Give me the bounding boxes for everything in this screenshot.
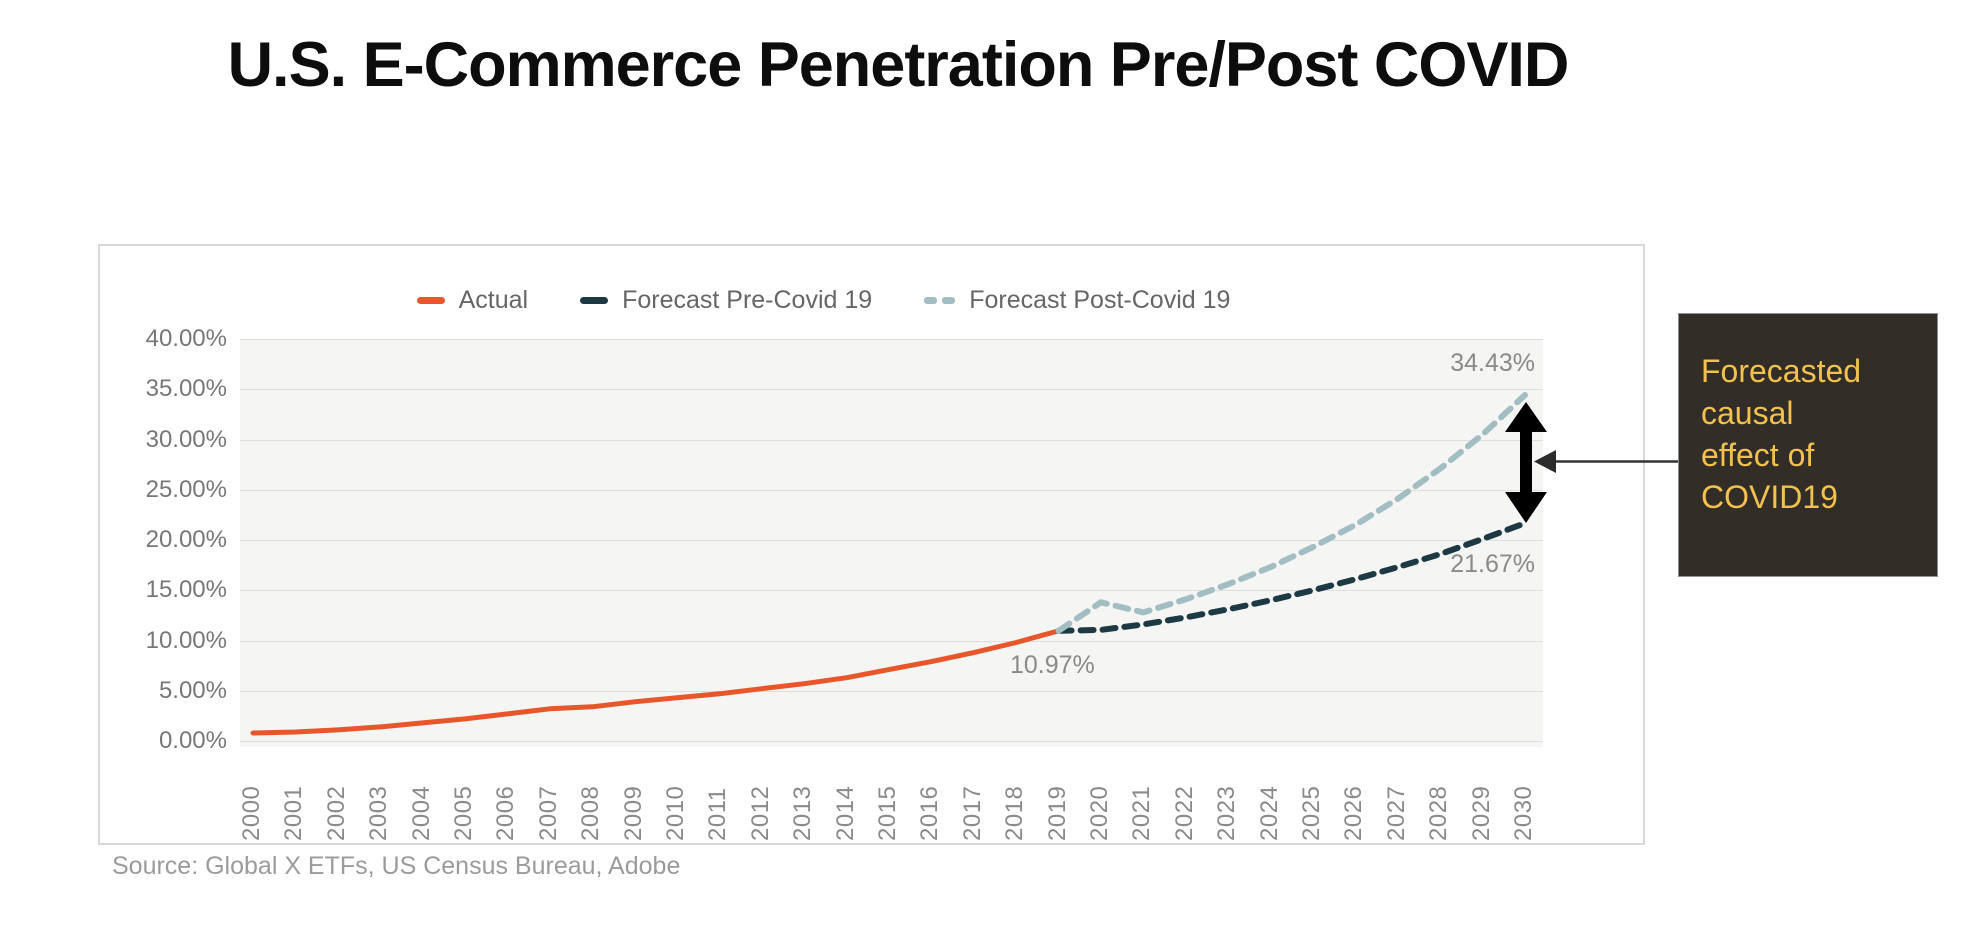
x-tick-label-2007: 2007 bbox=[534, 785, 562, 841]
line-series-layer bbox=[250, 392, 1528, 736]
legend-label: Actual bbox=[458, 285, 529, 314]
y-tick-label-20: 20.00% bbox=[145, 526, 227, 553]
legend-item-forecast-pre-covid-19: Forecast Pre-Covid 19 bbox=[580, 286, 872, 315]
x-tick-label-2023: 2023 bbox=[1213, 785, 1241, 841]
x-tick-label-2021: 2021 bbox=[1128, 785, 1156, 841]
x-tick-label-2009: 2009 bbox=[619, 785, 647, 841]
x-tick-label-2014: 2014 bbox=[831, 785, 859, 841]
callout-line-2: causal bbox=[1701, 395, 1794, 431]
gridline-40 bbox=[240, 339, 1543, 340]
x-tick-label-2006: 2006 bbox=[492, 785, 520, 841]
x-tick-label-2001: 2001 bbox=[280, 785, 308, 841]
series-line-actual bbox=[250, 628, 1062, 736]
y-tick-label-25: 25.00% bbox=[145, 475, 227, 503]
x-tick-label-2010: 2010 bbox=[662, 785, 689, 841]
legend-swatch-icon bbox=[580, 296, 609, 304]
legend-item-actual: Actual bbox=[416, 285, 529, 315]
series-line-forecast-pre-covid-19 bbox=[1055, 520, 1528, 634]
x-tick-label-2016: 2016 bbox=[916, 785, 944, 841]
callout-box: Forecasted causal effect of COVID19 bbox=[1678, 313, 1938, 577]
gridline-10 bbox=[240, 640, 1543, 642]
x-tick-label-2002: 2002 bbox=[322, 785, 350, 841]
callout-line-4: COVID19 bbox=[1701, 479, 1838, 515]
x-tick-label-2027: 2027 bbox=[1382, 785, 1410, 841]
x-tick-label-2012: 2012 bbox=[746, 785, 774, 841]
y-tick-label-35: 35.00% bbox=[145, 375, 227, 403]
x-tick-label-2008: 2008 bbox=[577, 785, 605, 841]
x-tick-label-2029: 2029 bbox=[1467, 785, 1495, 841]
x-tick-label-2003: 2003 bbox=[365, 785, 393, 841]
x-tick-label-2020: 2020 bbox=[1086, 785, 1113, 841]
y-tick-label-15: 15.00% bbox=[145, 576, 227, 604]
x-tick-label-2013: 2013 bbox=[789, 785, 817, 841]
x-tick-label-2015: 2015 bbox=[874, 785, 901, 841]
x-tick-label-2026: 2026 bbox=[1340, 785, 1368, 841]
y-tick-label-30: 30.00% bbox=[145, 425, 227, 453]
gridline-35 bbox=[240, 389, 1543, 391]
x-tick-label-2005: 2005 bbox=[450, 785, 477, 841]
source-note: Source: Global X ETFs, US Census Bureau,… bbox=[112, 852, 681, 880]
x-tick-label-2022: 2022 bbox=[1170, 785, 1198, 841]
y-tick-label-40: 40.00% bbox=[145, 325, 227, 352]
gridline-20 bbox=[240, 540, 1543, 541]
data-label-pre-covid-2030: 21.67% bbox=[1450, 550, 1535, 578]
gridline-15 bbox=[240, 590, 1543, 592]
y-tick-label-10: 10.00% bbox=[145, 626, 227, 654]
series-line-forecast-post-covid-19 bbox=[1055, 392, 1528, 634]
data-label-actual-2019: 10.97% bbox=[1010, 651, 1095, 679]
gridline-30 bbox=[240, 439, 1543, 441]
chart-legend: Actual Forecast Pre-Covid 19 Forecast Post… bbox=[172, 284, 1475, 316]
legend-swatch-icon bbox=[416, 296, 445, 304]
x-tick-label-2004: 2004 bbox=[407, 785, 435, 841]
x-tick-label-2000: 2000 bbox=[238, 785, 265, 841]
legend-label: Forecast Post-Covid 19 bbox=[969, 285, 1231, 314]
page-title: U.S. E-Commerce Penetration Pre/Post COV… bbox=[227, 30, 1570, 100]
x-tick-label-2019: 2019 bbox=[1043, 785, 1071, 841]
gridline-5 bbox=[240, 690, 1543, 692]
x-tick-label-2024: 2024 bbox=[1255, 785, 1283, 841]
gridline-25 bbox=[240, 489, 1543, 491]
callout-line-3: effect of bbox=[1701, 437, 1815, 473]
x-tick-label-2017: 2017 bbox=[958, 785, 986, 841]
data-label-post-covid-2030: 34.43% bbox=[1450, 349, 1535, 377]
y-tick-label-0: 0.00% bbox=[158, 727, 227, 754]
x-tick-label-2030: 2030 bbox=[1510, 785, 1537, 841]
legend-swatch-icon bbox=[924, 296, 956, 304]
y-tick-label-5: 5.00% bbox=[158, 676, 227, 704]
x-tick-label-2028: 2028 bbox=[1425, 785, 1453, 841]
x-tick-label-2011: 2011 bbox=[704, 787, 732, 841]
x-tick-label-2025: 2025 bbox=[1298, 785, 1325, 841]
legend-item-forecast-post-covid-19: Forecast Post-Covid 19 bbox=[924, 286, 1230, 315]
legend-label: Forecast Pre-Covid 19 bbox=[622, 285, 873, 314]
x-tick-label-2018: 2018 bbox=[1001, 785, 1029, 841]
callout-line-1: Forecasted bbox=[1701, 353, 1862, 389]
gridline-0 bbox=[240, 741, 1543, 742]
